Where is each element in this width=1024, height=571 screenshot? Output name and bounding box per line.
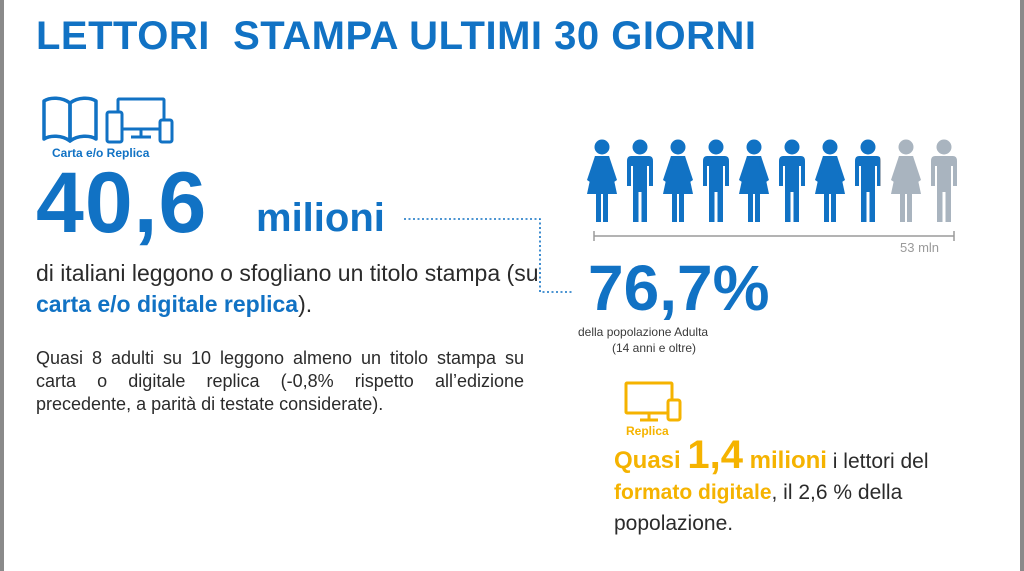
replica-devices-icon	[624, 381, 682, 422]
desc-text-2: ).	[298, 291, 313, 317]
percent-subtitle: della popolazione Adulta	[578, 325, 709, 339]
people-pictogram	[584, 138, 974, 230]
desc-text-1: di italiani leggono o sfogliano un titol…	[36, 260, 539, 286]
page-title: LETTORI STAMPA ULTIMI 30 GIORNI	[36, 14, 757, 58]
scale-label: 53 mln	[900, 240, 940, 255]
readers-total-number: 40,6	[36, 155, 208, 251]
readers-total-unit: milioni	[256, 196, 385, 240]
replica-label: Replica	[626, 424, 669, 438]
scale-bar	[593, 231, 955, 241]
replica-quasi: Quasi	[614, 447, 688, 474]
left-frame-border	[0, 0, 4, 571]
replica-unit: milioni	[742, 447, 827, 474]
carta-replica-label: Carta e/o Replica	[52, 146, 150, 160]
open-book-icon	[42, 96, 98, 143]
replica-number: 1,4	[687, 433, 743, 477]
replica-text-2: , il 2,6 % della popolazione.	[614, 481, 903, 535]
replica-readers-text: Quasi 1,4 milioni i lettori del formato …	[614, 435, 994, 539]
replica-text-1: i lettori del	[826, 450, 929, 473]
replica-formato: formato digitale	[614, 481, 772, 504]
devices-icon	[105, 97, 174, 144]
desc-highlight: carta e/o digitale replica	[36, 291, 299, 317]
readers-description: di italiani leggono o sfogliano un titol…	[36, 258, 546, 320]
population-percent: 76,7%	[588, 252, 770, 324]
right-frame-border	[1020, 0, 1024, 571]
percent-age-note: (14 anni e oltre)	[612, 341, 697, 355]
adult-readers-paragraph: Quasi 8 adulti su 10 leggono almeno un t…	[36, 348, 524, 414]
